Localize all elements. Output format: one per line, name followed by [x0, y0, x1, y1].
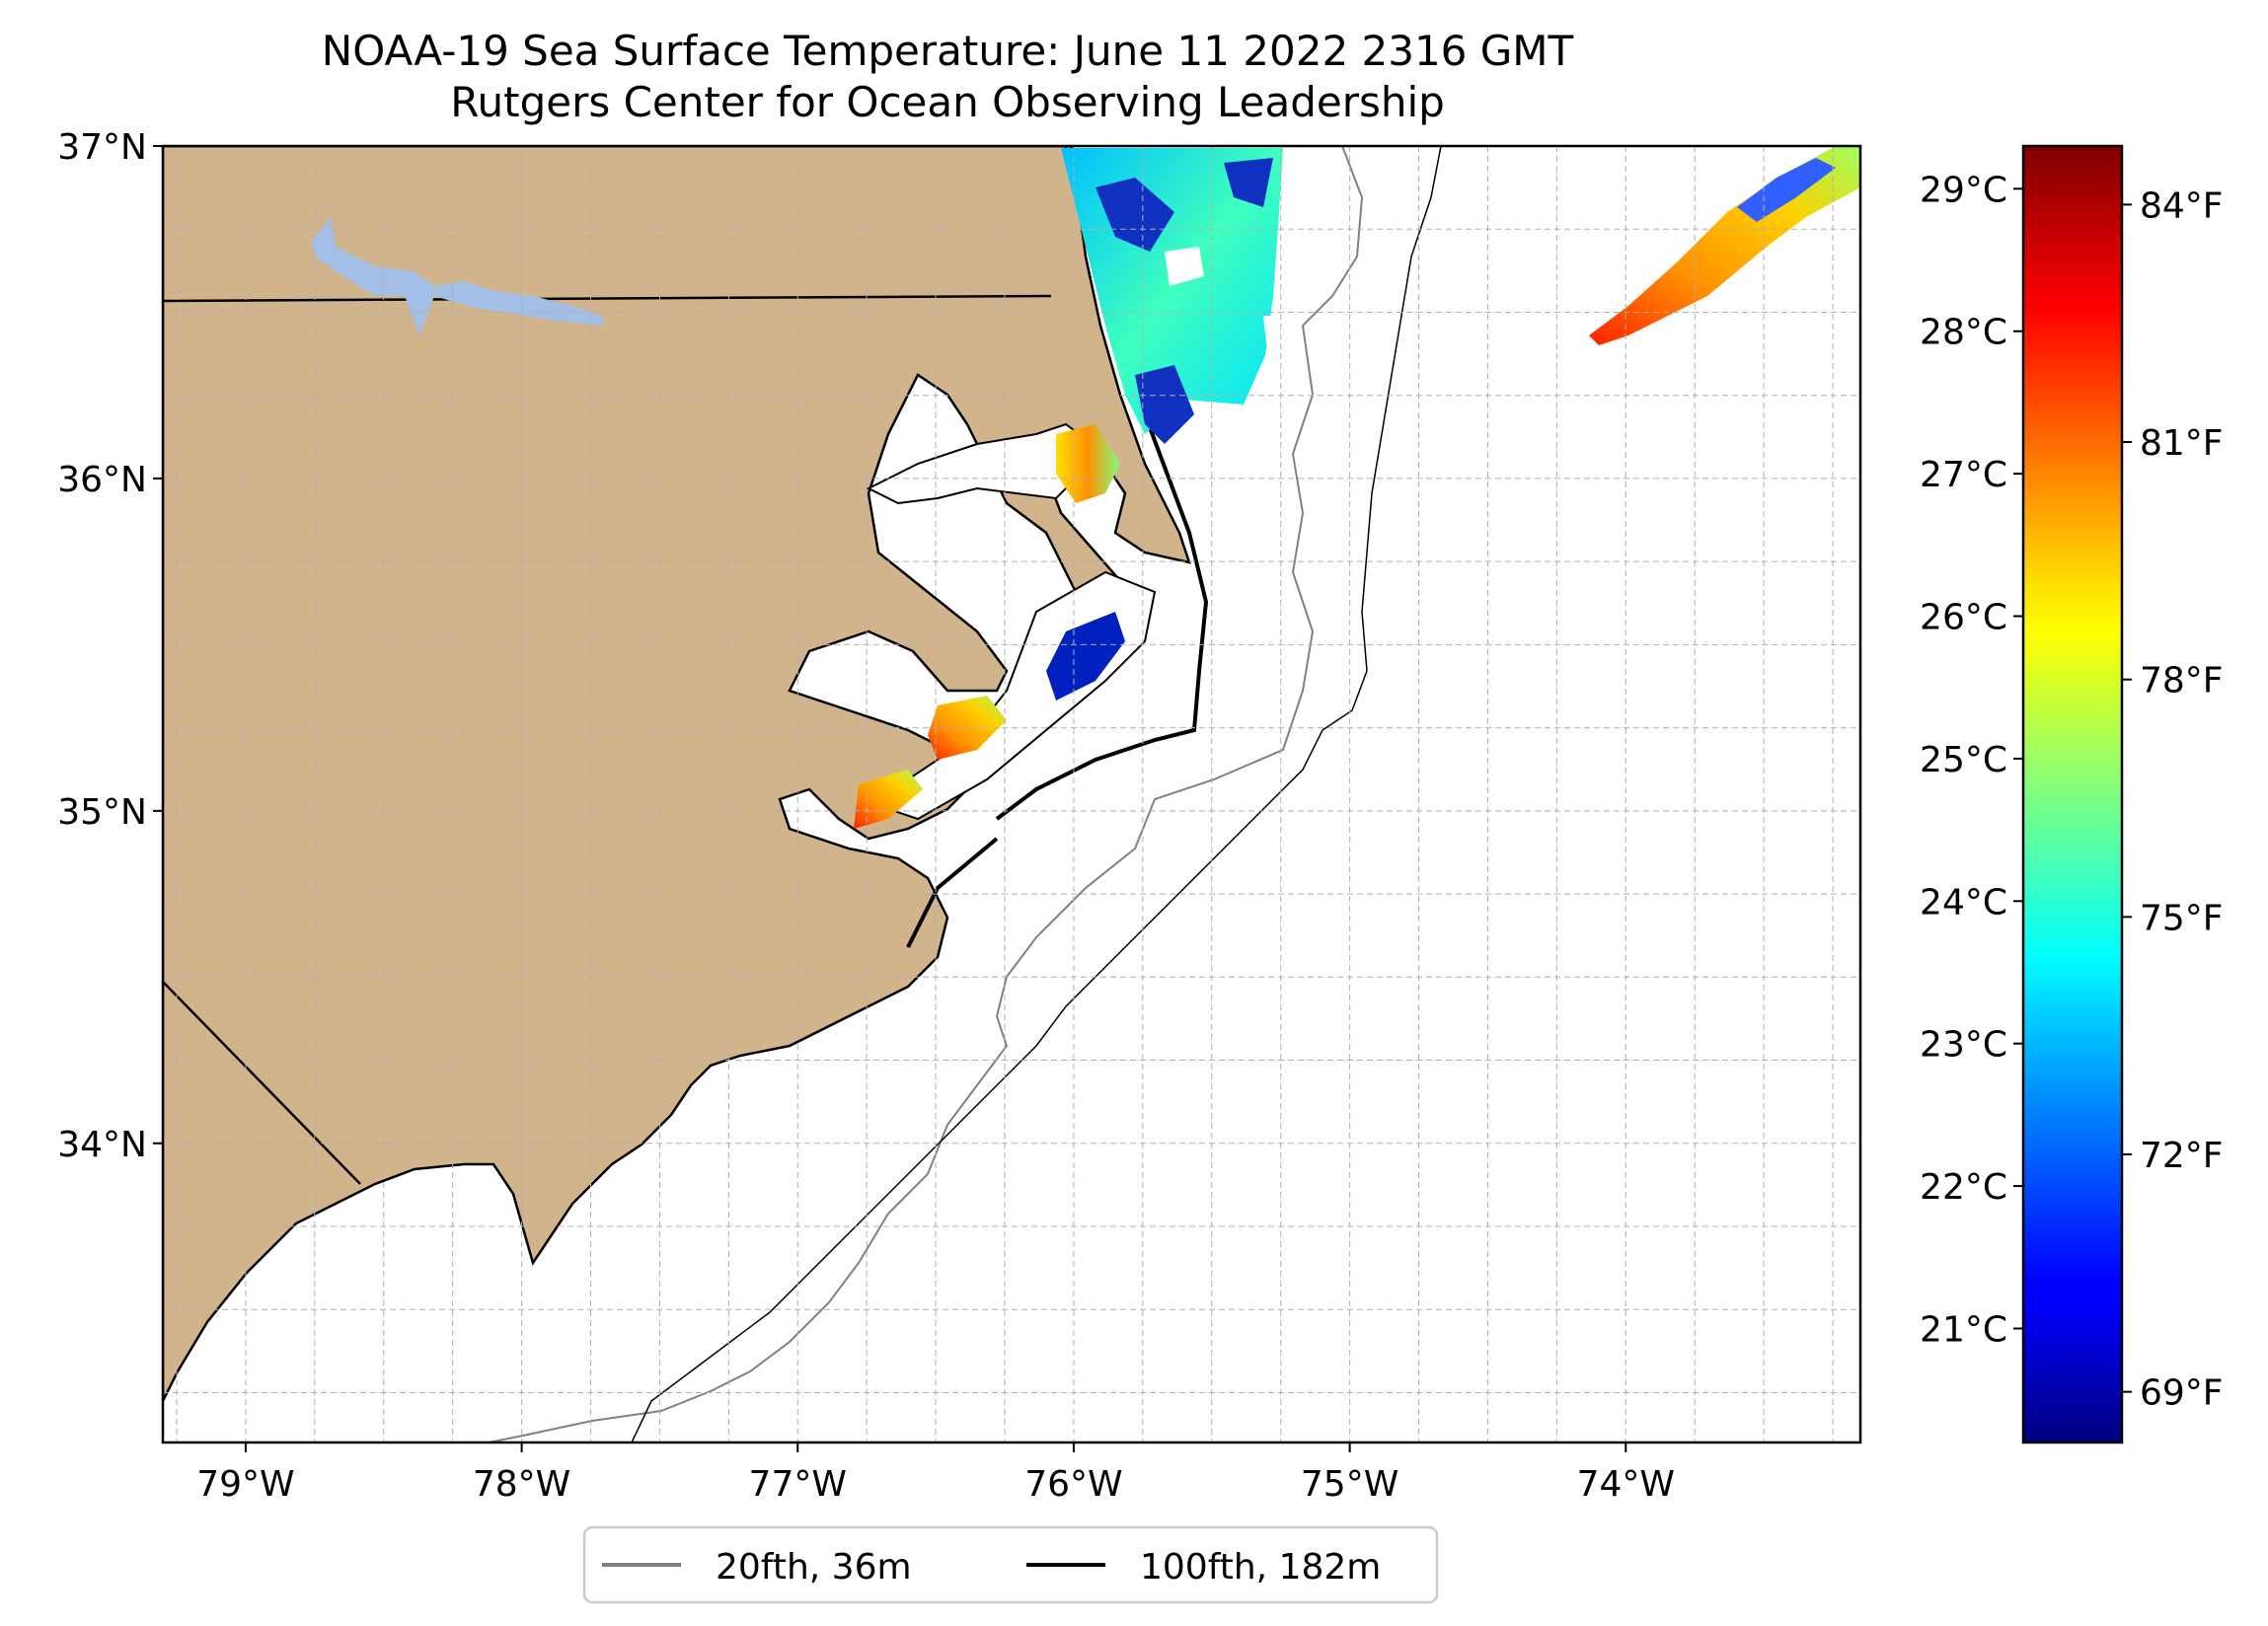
colorbar-celsius-label: 26°C [1920, 598, 2007, 638]
cape-lookout-island [906, 837, 999, 948]
colorbar-celsius-label: 25°C [1920, 740, 2007, 780]
longitude-tick-labels: 79°W 78°W 77°W 76°W 75°W 74°W [196, 1442, 1675, 1505]
longitude-tick-label: 74°W [1577, 1464, 1675, 1505]
longitude-tick-label: 77°W [749, 1464, 847, 1505]
colorbar-fahrenheit-label: 81°F [2140, 423, 2224, 464]
legend: 20fth, 36m 100fth, 182m [582, 1525, 1439, 1604]
colorbar-fahrenheit-label: 72°F [2140, 1136, 2224, 1176]
isobath-20-fathom [488, 146, 1364, 1442]
colorbar-celsius-label: 22°C [1920, 1167, 2007, 1208]
longitude-tick-label: 76°W [1024, 1464, 1122, 1505]
latitude-tick-labels: 37°N 36°N 35°N 34°N [57, 127, 163, 1165]
map-frame [161, 144, 1862, 1444]
colorbar-celsius-label: 27°C [1920, 455, 2007, 495]
sst-patch-offshore-cool [1737, 158, 1836, 222]
legend-label-20fth: 20fth, 36m [716, 1547, 912, 1588]
map-plot-area [163, 146, 1860, 1442]
latitude-tick-label: 34°N [57, 1125, 147, 1165]
legend-label-100fth: 100fth, 182m [1140, 1547, 1381, 1588]
map-subtitle: Rutgers Center for Ocean Observing Leade… [450, 78, 1445, 126]
colorbar-celsius-label: 29°C [1920, 170, 2007, 210]
map-title: NOAA-19 Sea Surface Temperature: June 11… [321, 27, 1574, 75]
colorbar: 29°C 28°C 27°C 26°C 25°C 24°C 23°C 22°C 21°C 84°… [1920, 144, 2224, 1444]
isobath-100-fathom [631, 146, 1442, 1442]
colorbar-fahrenheit-label: 75°F [2140, 898, 2224, 938]
colorbar-fahrenheit-label: 84°F [2140, 185, 2224, 226]
sst-cloud-gap [1165, 247, 1303, 360]
colorbar-celsius-labels: 29°C 28°C 27°C 26°C 25°C 24°C 23°C 22°C 21°C [1920, 170, 2023, 1350]
colorbar-fahrenheit-labels: 84°F 81°F 78°F 75°F 72°F 69°F [2122, 185, 2224, 1414]
state-border-virginia [163, 294, 1052, 303]
latitude-tick-label: 37°N [57, 127, 147, 168]
legend-box [582, 1525, 1439, 1604]
longitude-tick-label: 75°W [1301, 1464, 1399, 1505]
colorbar-celsius-label: 24°C [1920, 882, 2007, 923]
colorbar-gradient [2021, 144, 2124, 1444]
sst-patch-neuse [854, 770, 923, 829]
sst-patch-sound-warm [1056, 424, 1120, 503]
longitude-tick-label: 78°W [473, 1464, 570, 1505]
colorbar-celsius-label: 21°C [1920, 1309, 2007, 1350]
colorbar-fahrenheit-label: 69°F [2140, 1373, 2224, 1414]
state-border-south-carolina [163, 981, 361, 1185]
colorbar-celsius-label: 28°C [1920, 313, 2007, 353]
colorbar-celsius-label: 23°C [1920, 1025, 2007, 1066]
longitude-tick-label: 79°W [196, 1464, 294, 1505]
colorbar-fahrenheit-label: 78°F [2140, 661, 2224, 702]
latitude-tick-label: 35°N [57, 792, 147, 833]
lake-kerr [311, 217, 604, 335]
sst-patch-mid-sound [1046, 612, 1125, 701]
latitude-tick-label: 36°N [57, 460, 147, 500]
